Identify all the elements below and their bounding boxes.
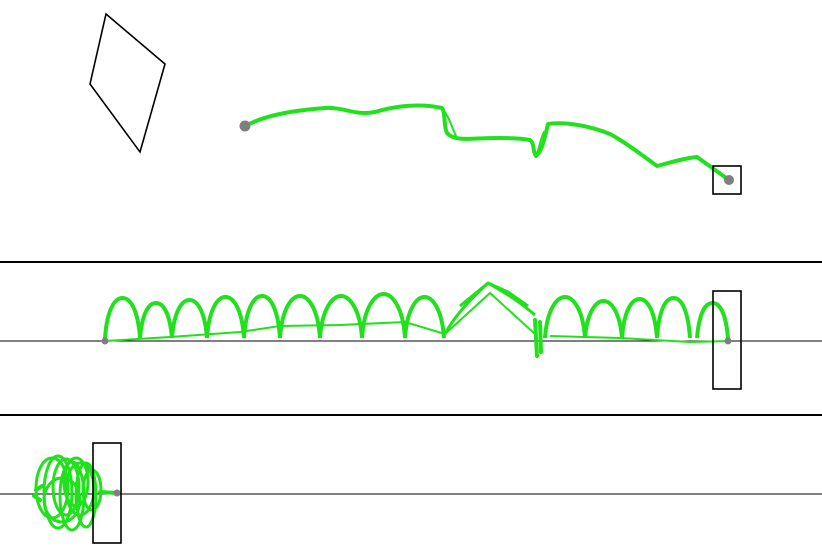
middle-start-marker [102,338,109,345]
arch-segment [585,301,622,338]
start-marker [240,121,251,132]
arch-segment [172,300,207,338]
arch-segment [244,296,280,338]
bottom-loop-trace [34,456,117,530]
top-panel [90,14,741,194]
arch-segment [545,297,585,338]
bottom-end-marker [114,490,121,497]
middle-peak-trace [445,283,535,334]
end-marker [724,175,734,185]
diamond-outline [90,14,165,152]
arch-segment [657,298,690,338]
middle-dip-trace [535,320,541,356]
middle-panel [0,283,822,389]
middle-end-marker [725,338,732,345]
top-trajectory-branch [442,108,544,156]
arch-segment [362,294,405,338]
arch-segment [280,296,320,338]
arch-segment [320,296,362,338]
arch-segment [622,299,657,338]
arch-segment [140,303,172,338]
bottom-panel [0,443,822,543]
middle-arch-trace [105,294,728,338]
arch-segment [105,298,140,338]
top-trajectory-trace [245,105,729,180]
